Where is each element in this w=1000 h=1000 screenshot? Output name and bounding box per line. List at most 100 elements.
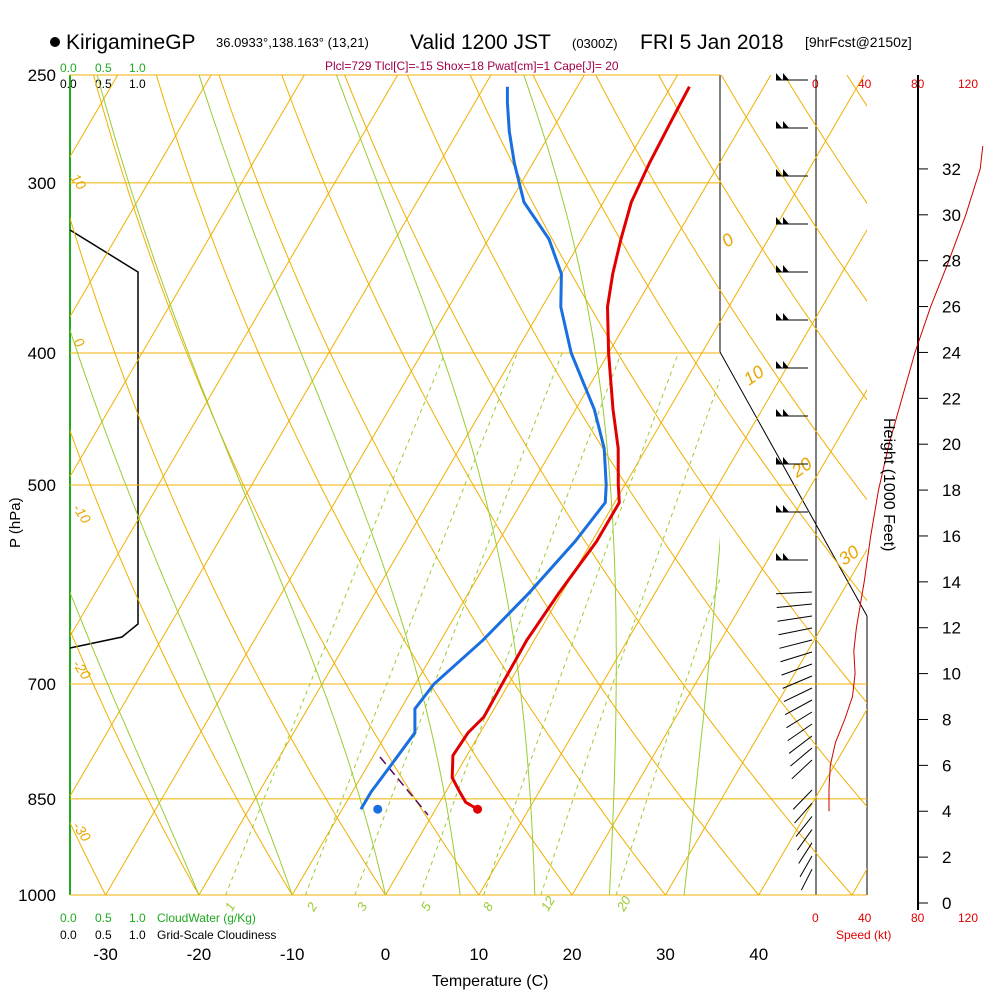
- isotherm-line: [70, 75, 492, 798]
- wind-barb: [800, 868, 813, 891]
- pressure-tick-label: 700: [28, 675, 56, 694]
- moist-adiabat-line: [683, 535, 720, 895]
- height-tick-label: 8: [942, 710, 951, 729]
- moist-adiabat-line: [523, 75, 617, 895]
- isotherm-label: 10: [740, 361, 768, 389]
- wind-barb: [776, 591, 813, 595]
- isobars: [70, 74, 867, 896]
- cloudiness-tick-top-0: 0.0: [60, 77, 77, 91]
- wind-barb-flag: [783, 313, 789, 320]
- pressure-tick-label: 850: [28, 790, 56, 809]
- moist-adiabat-line: [96, 75, 386, 895]
- mixing-ratio-label: 12: [538, 893, 559, 914]
- cloudiness-tick-bottom-1: 0.5: [95, 928, 112, 942]
- x-axis-label: Temperature (C): [432, 973, 548, 990]
- isotherm-line: [70, 75, 399, 638]
- wind-barb: [790, 747, 813, 767]
- wind-barb: [792, 789, 813, 810]
- wind-barb-flag: [776, 217, 782, 224]
- cloudiness-tick-bottom-2: 1.0: [129, 928, 146, 942]
- wind-barb: [781, 663, 813, 676]
- wind-barb-flag: [783, 553, 789, 560]
- speed-tick-top-1: 40: [858, 77, 872, 91]
- dry-adiabat-line: [658, 75, 867, 401]
- moist-adiabat-line: [335, 75, 536, 895]
- isotherm-label: 20: [787, 453, 816, 481]
- wind-barb-flag: [783, 73, 789, 80]
- height-tick-label: 26: [942, 298, 961, 317]
- moist-adiabat-line: [198, 75, 461, 895]
- moist-adiabat-line: [70, 590, 200, 895]
- cloudwater-tick-bottom-2: 1.0: [129, 911, 146, 925]
- wind-barb: [783, 687, 813, 703]
- dry-adiabat-line: [344, 75, 853, 895]
- mixing-ratio-labels: 1 2 3 5 8 12 20: [222, 893, 635, 915]
- wind-barb-flag: [776, 73, 782, 80]
- speed-label: Speed (kt): [836, 928, 891, 942]
- isotherm-line: [198, 75, 678, 895]
- isotherm-label: -10: [70, 501, 95, 527]
- mixing-ratio-label: 2: [303, 899, 320, 914]
- height-tick-label: 12: [942, 619, 961, 638]
- bottom-legend: 0.0 0.5 1.0 CloudWater (g/Kg) 0.0 0.5 1.…: [60, 911, 978, 942]
- station-coords: 36.0933°,138.163° (13,21): [216, 35, 369, 50]
- cloudwater-tick-top-2: 1.0: [129, 61, 146, 75]
- height-tick-label: 10: [942, 665, 961, 684]
- dry-adiabat-line: [406, 75, 867, 808]
- wind-barb: [782, 675, 813, 689]
- parcel-path-line: [379, 756, 429, 816]
- y-axis-label: P (hPa): [7, 497, 24, 548]
- wind-barb: [788, 735, 813, 754]
- isotherm-line: [70, 75, 212, 318]
- forecast-label: [9hrFcst@2150z]: [805, 34, 912, 50]
- wind-barb: [791, 759, 813, 780]
- isotherm-line: [105, 75, 585, 895]
- cloudwater-tick-bottom-0: 0.0: [60, 911, 77, 925]
- height-tick-label: 22: [942, 389, 961, 408]
- dry-adiabat-line: [70, 216, 386, 895]
- cloudiness-tick-top-1: 0.5: [95, 77, 112, 91]
- cloudwater-tick-top-1: 0.5: [95, 61, 112, 75]
- x-tick-label: -20: [187, 945, 212, 964]
- height-tick-label: 28: [942, 252, 961, 271]
- moist-adiabats: [70, 75, 720, 895]
- wind-barb: [796, 829, 813, 851]
- wind-barb-flag: [783, 169, 789, 176]
- wind-barb-flag: [776, 505, 782, 512]
- height-tick-label: 30: [942, 206, 961, 225]
- wind-barb-flag: [783, 121, 789, 128]
- dry-adiabats: [70, 75, 867, 895]
- height-tick-label: 16: [942, 527, 961, 546]
- sounding-params: Plcl=729 Tlcl[C]=-15 Shox=18 Pwat[cm]=1 …: [325, 59, 619, 73]
- chart-header: KirigamineGP 36.0933°,138.163° (13,21) V…: [50, 31, 912, 73]
- wind-barb-flag: [783, 457, 789, 464]
- height-tick-label: 32: [942, 160, 961, 179]
- cloudwater-label: CloudWater (g/Kg): [157, 911, 256, 925]
- isotherm-line: [664, 548, 867, 895]
- cloudiness-profile: [69, 229, 139, 649]
- speed-tick-top-3: 120: [958, 77, 978, 91]
- dry-adiabat-line: [532, 75, 867, 602]
- dry-adiabat-line: [469, 75, 867, 704]
- height-tick-label: 20: [942, 435, 961, 454]
- height-tick-label: 0: [942, 894, 951, 913]
- isotherm-line: [478, 228, 867, 895]
- pressure-tick-label: 1000: [18, 886, 56, 905]
- isotherm-line: [291, 75, 772, 895]
- isotherm-line: [385, 75, 865, 895]
- mixing-ratio-line: [540, 378, 720, 895]
- cloudiness-tick-bottom-0: 0.0: [60, 928, 77, 942]
- dry-adiabat-line: [70, 429, 293, 895]
- x-tick-label: -30: [93, 945, 118, 964]
- dry-adiabat-line: [595, 75, 867, 501]
- cloudiness-label: Grid-Scale Cloudiness: [157, 928, 276, 942]
- wind-barb: [798, 842, 813, 864]
- x-axis-ticks: -30 -20 -10 0 10 20 30 40: [93, 945, 768, 964]
- sounding-profiles: [359, 85, 691, 816]
- wind-barb: [776, 603, 813, 609]
- wind-barb-flag: [783, 265, 789, 272]
- wind-barb-flag: [776, 409, 782, 416]
- wind-speed-line: [828, 145, 984, 812]
